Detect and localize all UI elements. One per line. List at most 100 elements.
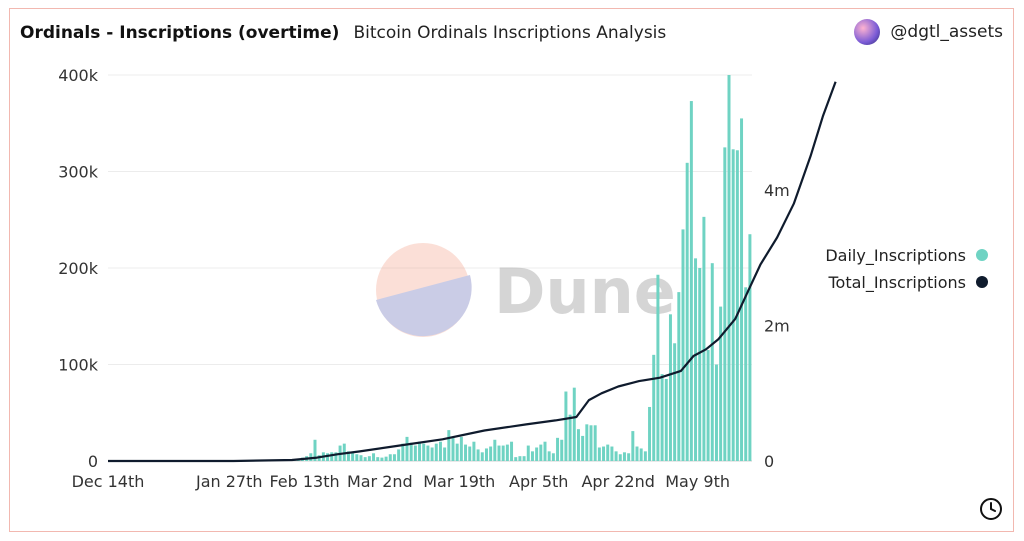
daily-inscriptions-bar	[480, 452, 484, 461]
daily-inscriptions-bar	[355, 454, 359, 461]
x-tick-label: Apr 22nd	[581, 472, 654, 491]
daily-inscriptions-bar	[606, 444, 610, 461]
daily-inscriptions-bar	[639, 448, 643, 461]
daily-inscriptions-bar	[656, 274, 660, 461]
daily-inscriptions-bar	[539, 444, 543, 461]
daily-inscriptions-bar	[397, 449, 401, 461]
daily-inscriptions-bar	[622, 452, 626, 461]
daily-inscriptions-bar	[409, 442, 413, 461]
daily-inscriptions-bar	[698, 268, 702, 461]
legend-label: Total_Inscriptions	[827, 273, 966, 293]
daily-inscriptions-bar	[505, 444, 509, 461]
daily-inscriptions-bar	[581, 435, 585, 461]
daily-inscriptions-bar	[694, 258, 698, 461]
daily-inscriptions-bar	[501, 445, 505, 461]
x-tick-label: Mar 19th	[423, 472, 495, 491]
dune-watermark: Dune	[376, 243, 676, 337]
daily-inscriptions-bar	[614, 451, 618, 461]
daily-inscriptions-bar	[551, 453, 555, 461]
daily-inscriptions-bar	[610, 446, 614, 461]
daily-inscriptions-bar	[384, 456, 388, 461]
daily-inscriptions-bar	[593, 425, 597, 461]
total-inscriptions-line	[108, 81, 837, 463]
daily-inscriptions-bar	[710, 263, 714, 461]
user-avatar-icon	[854, 19, 881, 45]
daily-inscriptions-bar	[719, 306, 723, 461]
daily-inscriptions-bar	[643, 451, 647, 461]
daily-inscriptions-bar	[635, 446, 639, 461]
daily-inscriptions-bar	[468, 446, 472, 461]
daily-inscriptions-bar	[363, 457, 367, 461]
y-right-tick-label: 4m	[764, 181, 790, 200]
daily-inscriptions-bar	[652, 354, 656, 461]
daily-inscriptions-bar	[451, 437, 455, 461]
daily-inscriptions-bar	[748, 234, 752, 461]
watermark-text: Dune	[494, 255, 676, 328]
daily-inscriptions-bar	[401, 443, 405, 461]
daily-inscriptions-bar	[668, 314, 672, 461]
daily-inscriptions-bar	[380, 457, 384, 461]
daily-inscriptions-bar	[422, 443, 426, 461]
daily-inscriptions-bar	[334, 452, 338, 461]
daily-inscriptions-bar	[677, 292, 681, 461]
daily-inscriptions-bar	[388, 454, 392, 461]
daily-inscriptions-bar	[359, 455, 363, 461]
clock-icon[interactable]	[979, 497, 1003, 521]
daily-inscriptions-bar	[714, 364, 718, 461]
daily-inscriptions-bar	[346, 451, 350, 461]
x-tick-label: Dec 14th	[72, 472, 145, 491]
daily-inscriptions-bar	[648, 406, 652, 461]
daily-inscriptions-bar	[484, 448, 488, 461]
y-left-tick-label: 400k	[58, 66, 99, 85]
y-left-tick-label: 0	[88, 452, 98, 471]
daily-inscriptions-bar	[476, 449, 480, 461]
daily-inscriptions-bar	[418, 441, 422, 461]
daily-inscriptions-bar	[413, 445, 417, 461]
daily-inscriptions-bar	[443, 447, 447, 461]
chart-title: Ordinals - Inscriptions (overtime)	[20, 23, 340, 43]
chart-card: Ordinals - Inscriptions (overtime) Bitco…	[9, 8, 1014, 532]
legend-marker	[976, 276, 988, 288]
daily-inscriptions-bar	[589, 425, 593, 461]
y-right-tick-label: 0	[764, 452, 774, 471]
daily-inscriptions-bar	[602, 446, 606, 461]
x-tick-label: Apr 5th	[509, 472, 568, 491]
daily-inscriptions-bar	[351, 451, 355, 461]
daily-inscriptions-bar	[727, 75, 731, 461]
x-tick-label: Jan 27th	[195, 472, 263, 491]
daily-inscriptions-bar	[367, 456, 371, 461]
daily-inscriptions-bar	[689, 101, 693, 462]
daily-inscriptions-bar	[681, 229, 685, 461]
x-tick-label: Mar 2nd	[347, 472, 413, 491]
daily-inscriptions-bar	[568, 414, 572, 461]
daily-inscriptions-bar	[510, 441, 514, 461]
daily-inscriptions-bar	[426, 445, 430, 461]
daily-inscriptions-bar	[560, 439, 564, 461]
daily-inscriptions-bar	[744, 287, 748, 461]
daily-inscriptions-bar	[723, 147, 727, 461]
daily-inscriptions-bar	[405, 436, 409, 461]
y-right-tick-label: 2m	[764, 317, 790, 336]
daily-inscriptions-bar	[685, 162, 689, 461]
daily-inscriptions-bar	[434, 443, 438, 461]
x-tick-label: May 9th	[665, 472, 730, 491]
daily-inscriptions-bar	[535, 447, 539, 461]
chart-subtitle: Bitcoin Ordinals Inscriptions Analysis	[353, 23, 667, 43]
author-badge[interactable]: @dgtl_assets	[854, 19, 1003, 45]
daily-inscriptions-bar	[526, 445, 530, 461]
daily-inscriptions-bar	[455, 443, 459, 461]
daily-inscriptions-bar	[543, 441, 547, 461]
daily-inscriptions-bar	[530, 451, 534, 461]
y-left-tick-label: 200k	[58, 259, 99, 278]
chart-header: Ordinals - Inscriptions (overtime) Bitco…	[20, 21, 666, 45]
daily-inscriptions-bar	[447, 430, 451, 461]
daily-inscriptions-bar	[330, 452, 334, 461]
daily-inscriptions-bar	[489, 446, 493, 461]
legend-marker	[976, 249, 988, 261]
author-handle[interactable]: @dgtl_assets	[890, 22, 1003, 42]
daily-inscriptions-bar	[556, 437, 560, 461]
daily-inscriptions-bar	[631, 431, 635, 461]
daily-inscriptions-bar	[522, 456, 526, 461]
x-tick-label: Feb 13th	[269, 472, 339, 491]
daily-inscriptions-bar	[464, 444, 468, 461]
